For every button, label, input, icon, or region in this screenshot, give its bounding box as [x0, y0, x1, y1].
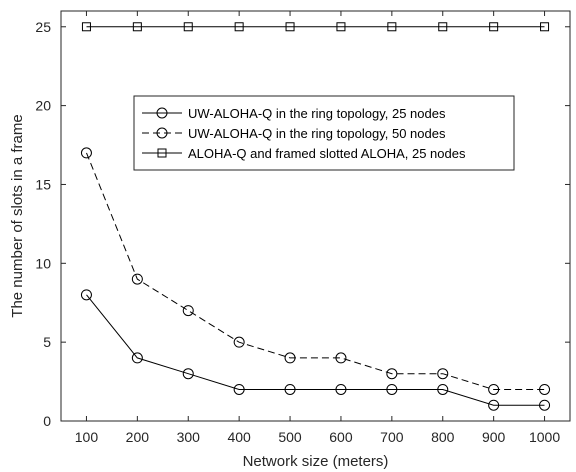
series-line: [86, 152, 545, 390]
data-point: [233, 336, 245, 348]
data-point: [284, 383, 296, 395]
x-tick-label: 700: [380, 429, 404, 445]
data-point: [284, 352, 296, 364]
data-point: [183, 22, 193, 32]
data-point: [489, 22, 499, 32]
data-point: [488, 399, 500, 411]
data-point: [488, 383, 500, 395]
plot-area: [60, 10, 571, 422]
legend-item: UW-ALOHA-Q in the ring topology, 50 node…: [142, 126, 446, 141]
data-point: [539, 383, 551, 395]
y-tick-label: 20: [35, 98, 51, 114]
legend-box: [133, 95, 515, 171]
data-point: [387, 22, 397, 32]
data-point: [285, 22, 295, 32]
data-point: [234, 22, 244, 32]
y-tick-label: 25: [35, 19, 51, 35]
data-point: [80, 147, 92, 159]
legend-label: UW-ALOHA-Q in the ring topology, 25 node…: [188, 106, 446, 121]
x-axis-label: Network size (meters): [243, 453, 389, 470]
data-point: [132, 22, 142, 32]
y-tick-label: 15: [35, 176, 51, 192]
data-point: [438, 22, 448, 32]
legend-item: UW-ALOHA-Q in the ring topology, 25 node…: [142, 106, 446, 121]
x-tick-label: 200: [126, 429, 150, 445]
x-tick-label: 100: [75, 429, 99, 445]
data-point: [131, 273, 143, 285]
axis-ticks: 100 200 300 400 500 600 700 800 900 1000 0 5 10 15 20 2…: [35, 11, 570, 445]
data-point: [540, 22, 550, 32]
y-tick-label: 5: [43, 334, 51, 350]
x-tick-label: 400: [227, 429, 251, 445]
data-point: [157, 148, 167, 158]
x-tick-label: 300: [177, 429, 201, 445]
legend-label: UW-ALOHA-Q in the ring topology, 50 node…: [188, 126, 446, 141]
y-tick-label: 0: [43, 413, 51, 429]
data-point: [156, 107, 168, 119]
data-point: [80, 289, 92, 301]
data-point: [156, 127, 168, 139]
data-point: [437, 383, 449, 395]
legend-label: ALOHA-Q and framed slotted ALOHA, 25 nod…: [188, 146, 466, 161]
y-tick-label: 10: [35, 255, 51, 271]
series-2: [80, 147, 551, 395]
data-point: [182, 305, 194, 317]
x-tick-label: 800: [431, 429, 455, 445]
data-point: [437, 368, 449, 380]
data-point: [386, 383, 398, 395]
x-tick-label: 900: [482, 429, 506, 445]
data-point: [335, 383, 347, 395]
x-tick-label: 600: [329, 429, 353, 445]
data-point: [81, 22, 91, 32]
series-layer: [80, 22, 551, 411]
series-1: [80, 289, 551, 411]
legend-item: ALOHA-Q and framed slotted ALOHA, 25 nod…: [142, 146, 466, 161]
data-point: [336, 22, 346, 32]
data-point: [131, 352, 143, 364]
data-point: [335, 352, 347, 364]
x-tick-label: 1000: [529, 429, 560, 445]
data-point: [233, 383, 245, 395]
series-3: [81, 22, 550, 32]
data-point: [182, 368, 194, 380]
x-tick-label: 500: [278, 429, 302, 445]
data-point: [386, 368, 398, 380]
series-line: [86, 294, 545, 406]
data-point: [539, 399, 551, 411]
legend: UW-ALOHA-Q in the ring topology, 25 node…: [133, 95, 515, 171]
y-axis-label: The number of slots in a frame: [9, 114, 26, 317]
